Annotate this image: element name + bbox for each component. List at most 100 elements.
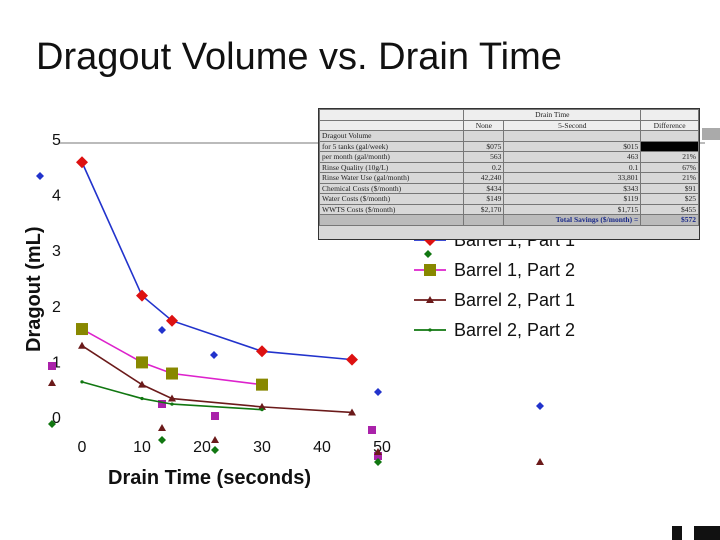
slide-title: Dragout Volume vs. Drain Time — [36, 36, 562, 78]
value-none: 0.2 — [463, 161, 505, 173]
value-difference: $572 — [640, 214, 699, 226]
value-difference — [640, 130, 699, 142]
data-point — [168, 394, 176, 402]
value-none — [463, 130, 505, 142]
value-none: $2,170 — [463, 203, 505, 215]
header-blank — [640, 109, 699, 121]
footer-bar — [672, 526, 720, 540]
y-tick-label: 3 — [52, 243, 61, 260]
data-point — [260, 408, 264, 412]
stray-marker — [536, 458, 544, 465]
table-row: Rinse Quality (10g/L) 0.2 0.1 67% — [319, 161, 699, 173]
stray-marker — [158, 400, 166, 408]
table-row: Total Savings ($/month) = $572 — [319, 214, 699, 226]
row-label: Chemical Costs ($/month) — [319, 182, 465, 194]
legend-swatch-marker — [424, 264, 436, 276]
value-none: 563 — [463, 151, 505, 163]
stray-marker — [211, 436, 219, 443]
series-line — [81, 161, 353, 361]
stray-marker — [48, 379, 56, 386]
series-line — [81, 328, 263, 386]
stray-marker — [424, 250, 432, 258]
y-tick-label: 4 — [52, 188, 61, 205]
cost-savings-table: Drain Time None 5-Second Difference Dragout … — [318, 108, 700, 240]
legend-label: Barrel 2, Part 2 — [454, 320, 575, 340]
row-label: Water Costs ($/month) — [319, 193, 465, 205]
stray-marker — [211, 412, 219, 420]
stray-marker — [211, 446, 219, 454]
value-difference: $91 — [640, 182, 699, 194]
data-point — [80, 380, 84, 384]
value-five-second: $343 — [503, 182, 642, 194]
data-point — [76, 323, 88, 336]
stray-marker — [48, 362, 56, 370]
stray-marker — [536, 402, 544, 410]
data-point — [258, 402, 266, 410]
value-none: $075 — [463, 140, 505, 152]
legend-label: Barrel 1, Part 2 — [454, 260, 575, 280]
data-point — [170, 402, 174, 406]
data-point — [346, 353, 358, 366]
row-label: Rinse Water Use (gal/month) — [319, 172, 465, 184]
table-row: per month (gal/month) 563 463 21% — [319, 151, 699, 163]
value-difference: 21% — [640, 172, 699, 184]
data-point — [76, 156, 88, 169]
row-label: Dragout Volume — [319, 130, 465, 142]
series-line — [81, 381, 263, 411]
data-point — [166, 367, 178, 380]
value-five-second: 33,801 — [503, 172, 642, 184]
x-tick-label: 10 — [133, 439, 151, 456]
group-header: Drain Time — [463, 109, 642, 121]
value-five-second: 0.1 — [503, 161, 642, 173]
stray-marker — [374, 448, 382, 455]
row-label: WWTS Costs ($/month) — [319, 203, 465, 215]
value-difference: 67% — [640, 161, 699, 173]
row-label: for 5 tanks (gal/week) — [319, 140, 465, 152]
value-none: $149 — [463, 193, 505, 205]
value-none: $434 — [463, 182, 505, 194]
header-blank — [319, 119, 465, 131]
table-row: Rinse Water Use (gal/month) 42,240 33,801 2… — [319, 172, 699, 184]
series-layer — [76, 156, 358, 416]
value-difference: $25 — [640, 193, 699, 205]
column-header: None — [463, 119, 505, 131]
stray-marker — [374, 452, 382, 460]
x-tick-label: 0 — [78, 439, 87, 456]
stray-marker — [158, 436, 166, 444]
value-five-second: $015 — [503, 140, 642, 152]
row-label: Rinse Quality (10g/L) — [319, 161, 465, 173]
data-point — [256, 345, 268, 358]
value-difference: 21% — [640, 151, 699, 163]
stray-marker — [374, 388, 382, 396]
scroll-handle[interactable] — [702, 128, 720, 140]
stray-marker — [36, 172, 44, 180]
table-column-header: None 5-Second Difference — [319, 119, 699, 131]
table-group-header: Drain Time — [319, 109, 699, 121]
value-five-second: 463 — [503, 151, 642, 163]
data-point — [348, 408, 356, 416]
value-none: 42,240 — [463, 172, 505, 184]
data-point — [166, 314, 178, 327]
table-row: Dragout Volume — [319, 130, 699, 142]
data-point — [256, 378, 268, 391]
value-difference — [640, 140, 699, 152]
data-point — [78, 341, 86, 349]
data-point — [138, 380, 146, 388]
x-tick-label: 30 — [253, 439, 271, 456]
value-five-second: $1,715 — [503, 203, 642, 215]
value-none — [463, 214, 505, 226]
data-point — [136, 289, 148, 302]
y-tick-label: 1 — [52, 354, 61, 371]
stray-marker — [210, 351, 218, 359]
table-row: Chemical Costs ($/month) $434 $343 $91 — [319, 182, 699, 194]
column-header: Difference — [640, 119, 699, 131]
table-row: WWTS Costs ($/month) $2,170 $1,715 $455 — [319, 203, 699, 215]
value-five-second — [503, 130, 642, 142]
table-row: Water Costs ($/month) $149 $119 $25 — [319, 193, 699, 205]
value-five-second: $119 — [503, 193, 642, 205]
cost-table: Drain Time None 5-Second Difference Dragout … — [319, 109, 699, 226]
table-row: for 5 tanks (gal/week) $075 $015 — [319, 140, 699, 152]
